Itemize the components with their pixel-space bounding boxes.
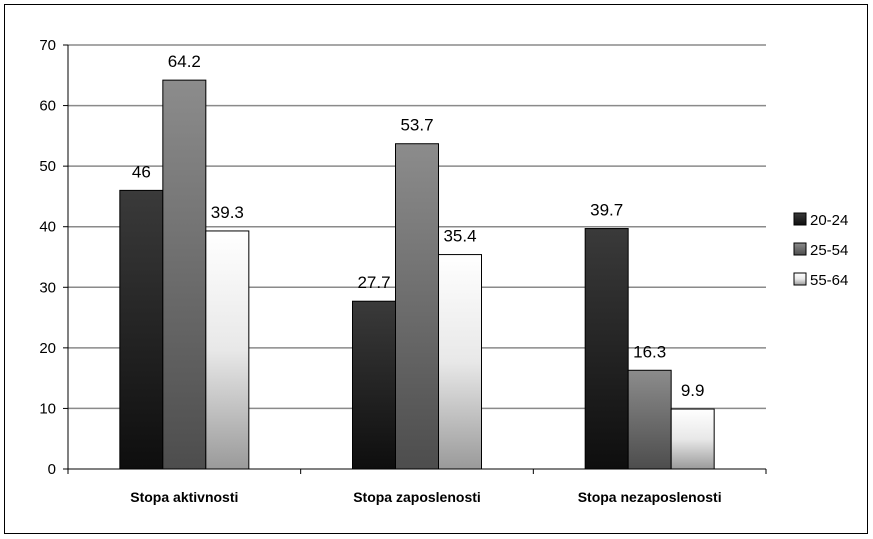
bar-20-24 (584, 228, 629, 470)
data-label: 39.3 (211, 203, 244, 222)
bar-25-54 (395, 143, 439, 470)
legend: 20-24 25-54 55-64 (793, 212, 848, 289)
data-label: 35.4 (443, 227, 476, 246)
data-label: 39.7 (590, 201, 623, 220)
axes: 0 10 20 30 40 50 60 70 Stopa aktivnosti Stopa zap… (39, 37, 767, 505)
legend-swatch (793, 242, 807, 256)
legend-swatch (793, 212, 807, 226)
category-label: Stopa zaposlenosti (353, 489, 481, 505)
bar-20-24 (352, 300, 396, 470)
bar-20-24 (119, 189, 164, 470)
bar-55-64 (205, 230, 250, 470)
data-label: 46 (132, 162, 151, 181)
legend-label: 25-54 (810, 242, 848, 259)
bar-55-64 (670, 408, 715, 470)
y-tick-label: 0 (48, 461, 56, 478)
data-label: 16.3 (633, 342, 666, 361)
y-tick-label: 20 (39, 340, 56, 357)
data-label: 53.7 (400, 116, 433, 135)
data-label: 64.2 (168, 52, 201, 71)
bar-25-54 (627, 369, 672, 470)
category-label: Stopa nezaposlenosti (578, 489, 722, 505)
legend-label: 20-24 (810, 212, 848, 229)
data-label: 9.9 (681, 381, 705, 400)
y-tick-label: 50 (39, 158, 56, 175)
y-tick-label: 40 (39, 219, 56, 236)
category-label: Stopa aktivnosti (130, 489, 238, 505)
data-labels: 46 64.2 39.3 27.7 53.7 35.4 39.7 16.3 9.9 (132, 52, 705, 400)
bars (119, 79, 715, 470)
legend-swatch (793, 272, 807, 286)
y-tick-label: 30 (39, 279, 56, 296)
y-tick-label: 10 (39, 400, 56, 417)
bar-25-54 (162, 79, 207, 470)
y-tick-label: 60 (39, 98, 56, 115)
data-label: 27.7 (357, 273, 390, 292)
legend-label: 55-64 (810, 272, 848, 289)
bar-55-64 (438, 254, 482, 470)
y-tick-label: 70 (39, 37, 56, 54)
